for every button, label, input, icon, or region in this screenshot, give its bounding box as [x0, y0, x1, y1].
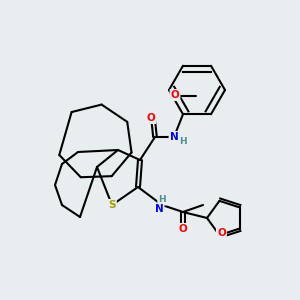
Text: O: O [217, 228, 226, 238]
Text: O: O [178, 224, 188, 234]
Text: S: S [108, 200, 116, 210]
Text: N: N [154, 204, 164, 214]
Text: H: H [158, 196, 166, 205]
Text: O: O [147, 113, 155, 123]
Text: H: H [179, 137, 187, 146]
Text: O: O [171, 90, 179, 100]
Text: N: N [169, 132, 178, 142]
